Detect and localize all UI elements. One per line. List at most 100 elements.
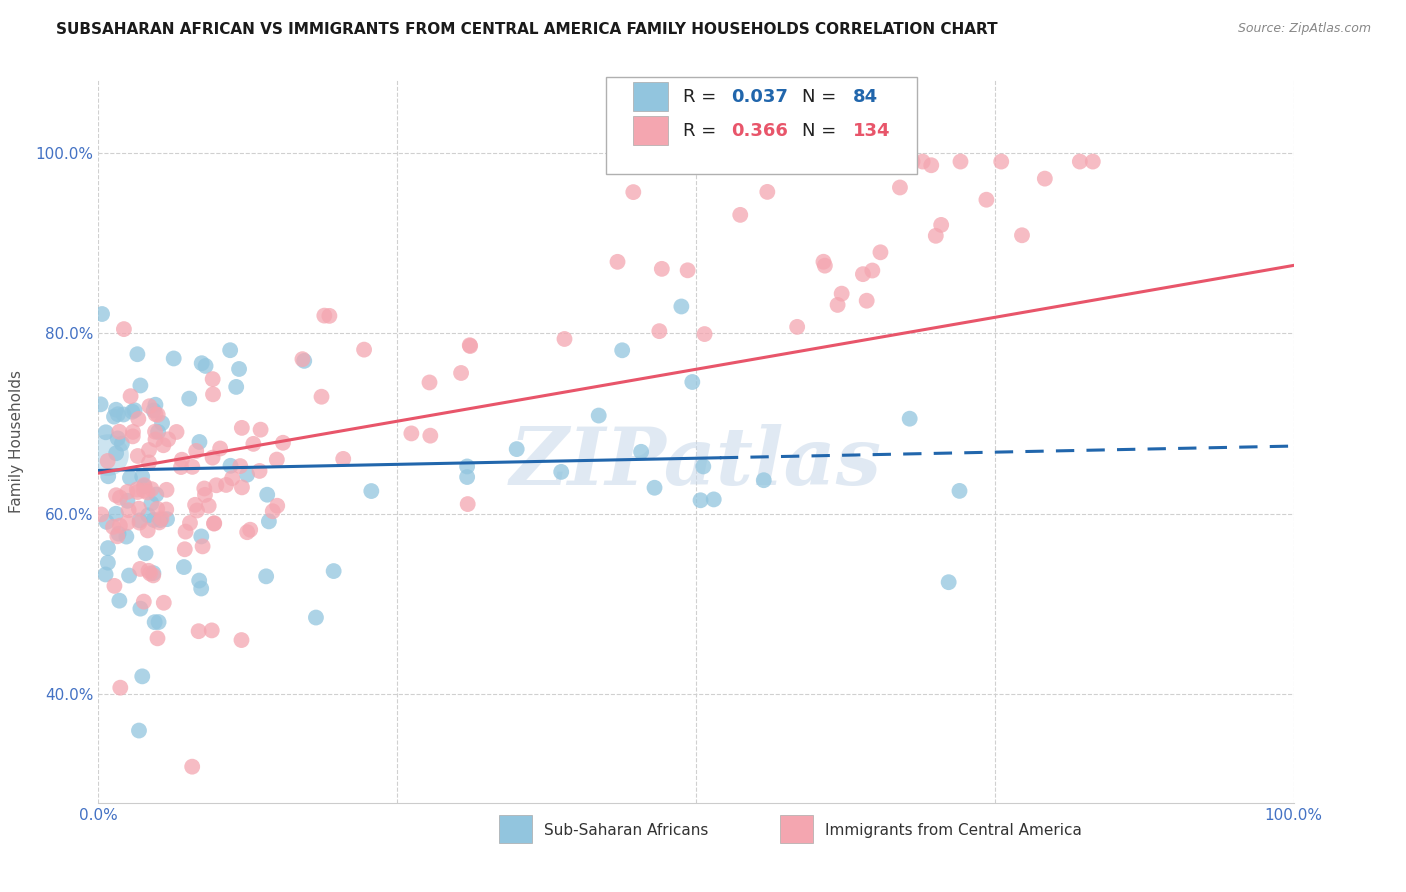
Point — [129, 378, 152, 392]
Point — [236, 467, 259, 482]
Point — [693, 327, 716, 342]
Point — [128, 513, 150, 527]
Point — [692, 459, 714, 474]
Point — [173, 542, 195, 557]
Point — [911, 154, 934, 169]
Point — [814, 259, 837, 273]
Point — [194, 488, 217, 502]
Point — [105, 488, 128, 502]
Point — [651, 261, 673, 276]
Point — [190, 582, 212, 596]
Point — [305, 610, 328, 624]
Point — [201, 624, 224, 638]
Point — [898, 411, 921, 425]
Point — [143, 615, 166, 630]
Point — [901, 154, 924, 169]
Point — [179, 516, 201, 530]
Point — [202, 387, 225, 401]
Point — [242, 437, 264, 451]
Point — [174, 524, 197, 539]
Point — [949, 154, 972, 169]
Point — [142, 513, 165, 527]
Point — [920, 158, 942, 172]
Point — [190, 356, 212, 370]
Point — [150, 511, 173, 525]
Point — [141, 482, 163, 496]
Point — [179, 392, 201, 406]
Text: Immigrants from Central America: Immigrants from Central America — [825, 823, 1081, 838]
Point — [105, 402, 128, 417]
Point — [108, 593, 131, 607]
Point — [948, 483, 970, 498]
Point — [138, 455, 160, 469]
Point — [152, 596, 174, 610]
Point — [108, 518, 131, 533]
Point — [112, 322, 135, 336]
Point — [450, 366, 472, 380]
Point — [103, 409, 125, 424]
Point — [121, 405, 143, 419]
Point — [90, 397, 112, 411]
Point — [831, 286, 853, 301]
Point — [135, 546, 157, 560]
Point — [97, 541, 120, 555]
Point — [142, 403, 165, 417]
Point — [117, 503, 139, 517]
Point — [143, 425, 166, 439]
Point — [190, 529, 212, 543]
Point — [128, 516, 150, 530]
Point — [170, 452, 193, 467]
Point — [630, 445, 652, 459]
Point — [121, 429, 143, 443]
Point — [229, 459, 252, 474]
Point — [456, 459, 478, 474]
Point — [202, 516, 225, 531]
FancyBboxPatch shape — [499, 815, 533, 843]
Point — [105, 446, 128, 460]
Text: N =: N = — [803, 88, 842, 106]
Point — [553, 332, 575, 346]
Point — [152, 438, 174, 452]
Point — [612, 343, 634, 358]
Point — [132, 594, 155, 608]
Point — [120, 389, 142, 403]
Point — [855, 293, 877, 308]
Point — [138, 564, 160, 578]
Point — [215, 478, 238, 492]
Point — [231, 421, 253, 435]
Point — [97, 556, 120, 570]
FancyBboxPatch shape — [633, 116, 668, 145]
Point — [146, 502, 169, 516]
Point — [118, 471, 141, 485]
Point — [104, 507, 127, 521]
Point — [103, 579, 125, 593]
Point — [209, 442, 232, 456]
Point — [606, 255, 628, 269]
Point — [187, 624, 209, 639]
Point — [929, 218, 952, 232]
Point — [96, 515, 118, 529]
Point — [786, 319, 808, 334]
Point — [148, 615, 170, 629]
Point — [150, 416, 173, 430]
Point — [318, 309, 340, 323]
Point — [228, 362, 250, 376]
Point — [136, 508, 159, 523]
Point — [193, 482, 215, 496]
Text: R =: R = — [683, 122, 721, 140]
Point — [115, 530, 138, 544]
Text: 0.366: 0.366 — [731, 122, 787, 140]
Point — [146, 425, 169, 439]
Point — [156, 512, 179, 526]
Point — [136, 485, 159, 500]
Point — [188, 574, 211, 588]
Point — [166, 425, 188, 439]
Point — [136, 524, 159, 538]
Text: 134: 134 — [852, 122, 890, 140]
Point — [149, 513, 172, 527]
Point — [322, 564, 344, 578]
Point — [239, 523, 262, 537]
Point — [101, 520, 124, 534]
Text: Sub-Saharan Africans: Sub-Saharan Africans — [544, 823, 709, 838]
Point — [271, 435, 294, 450]
